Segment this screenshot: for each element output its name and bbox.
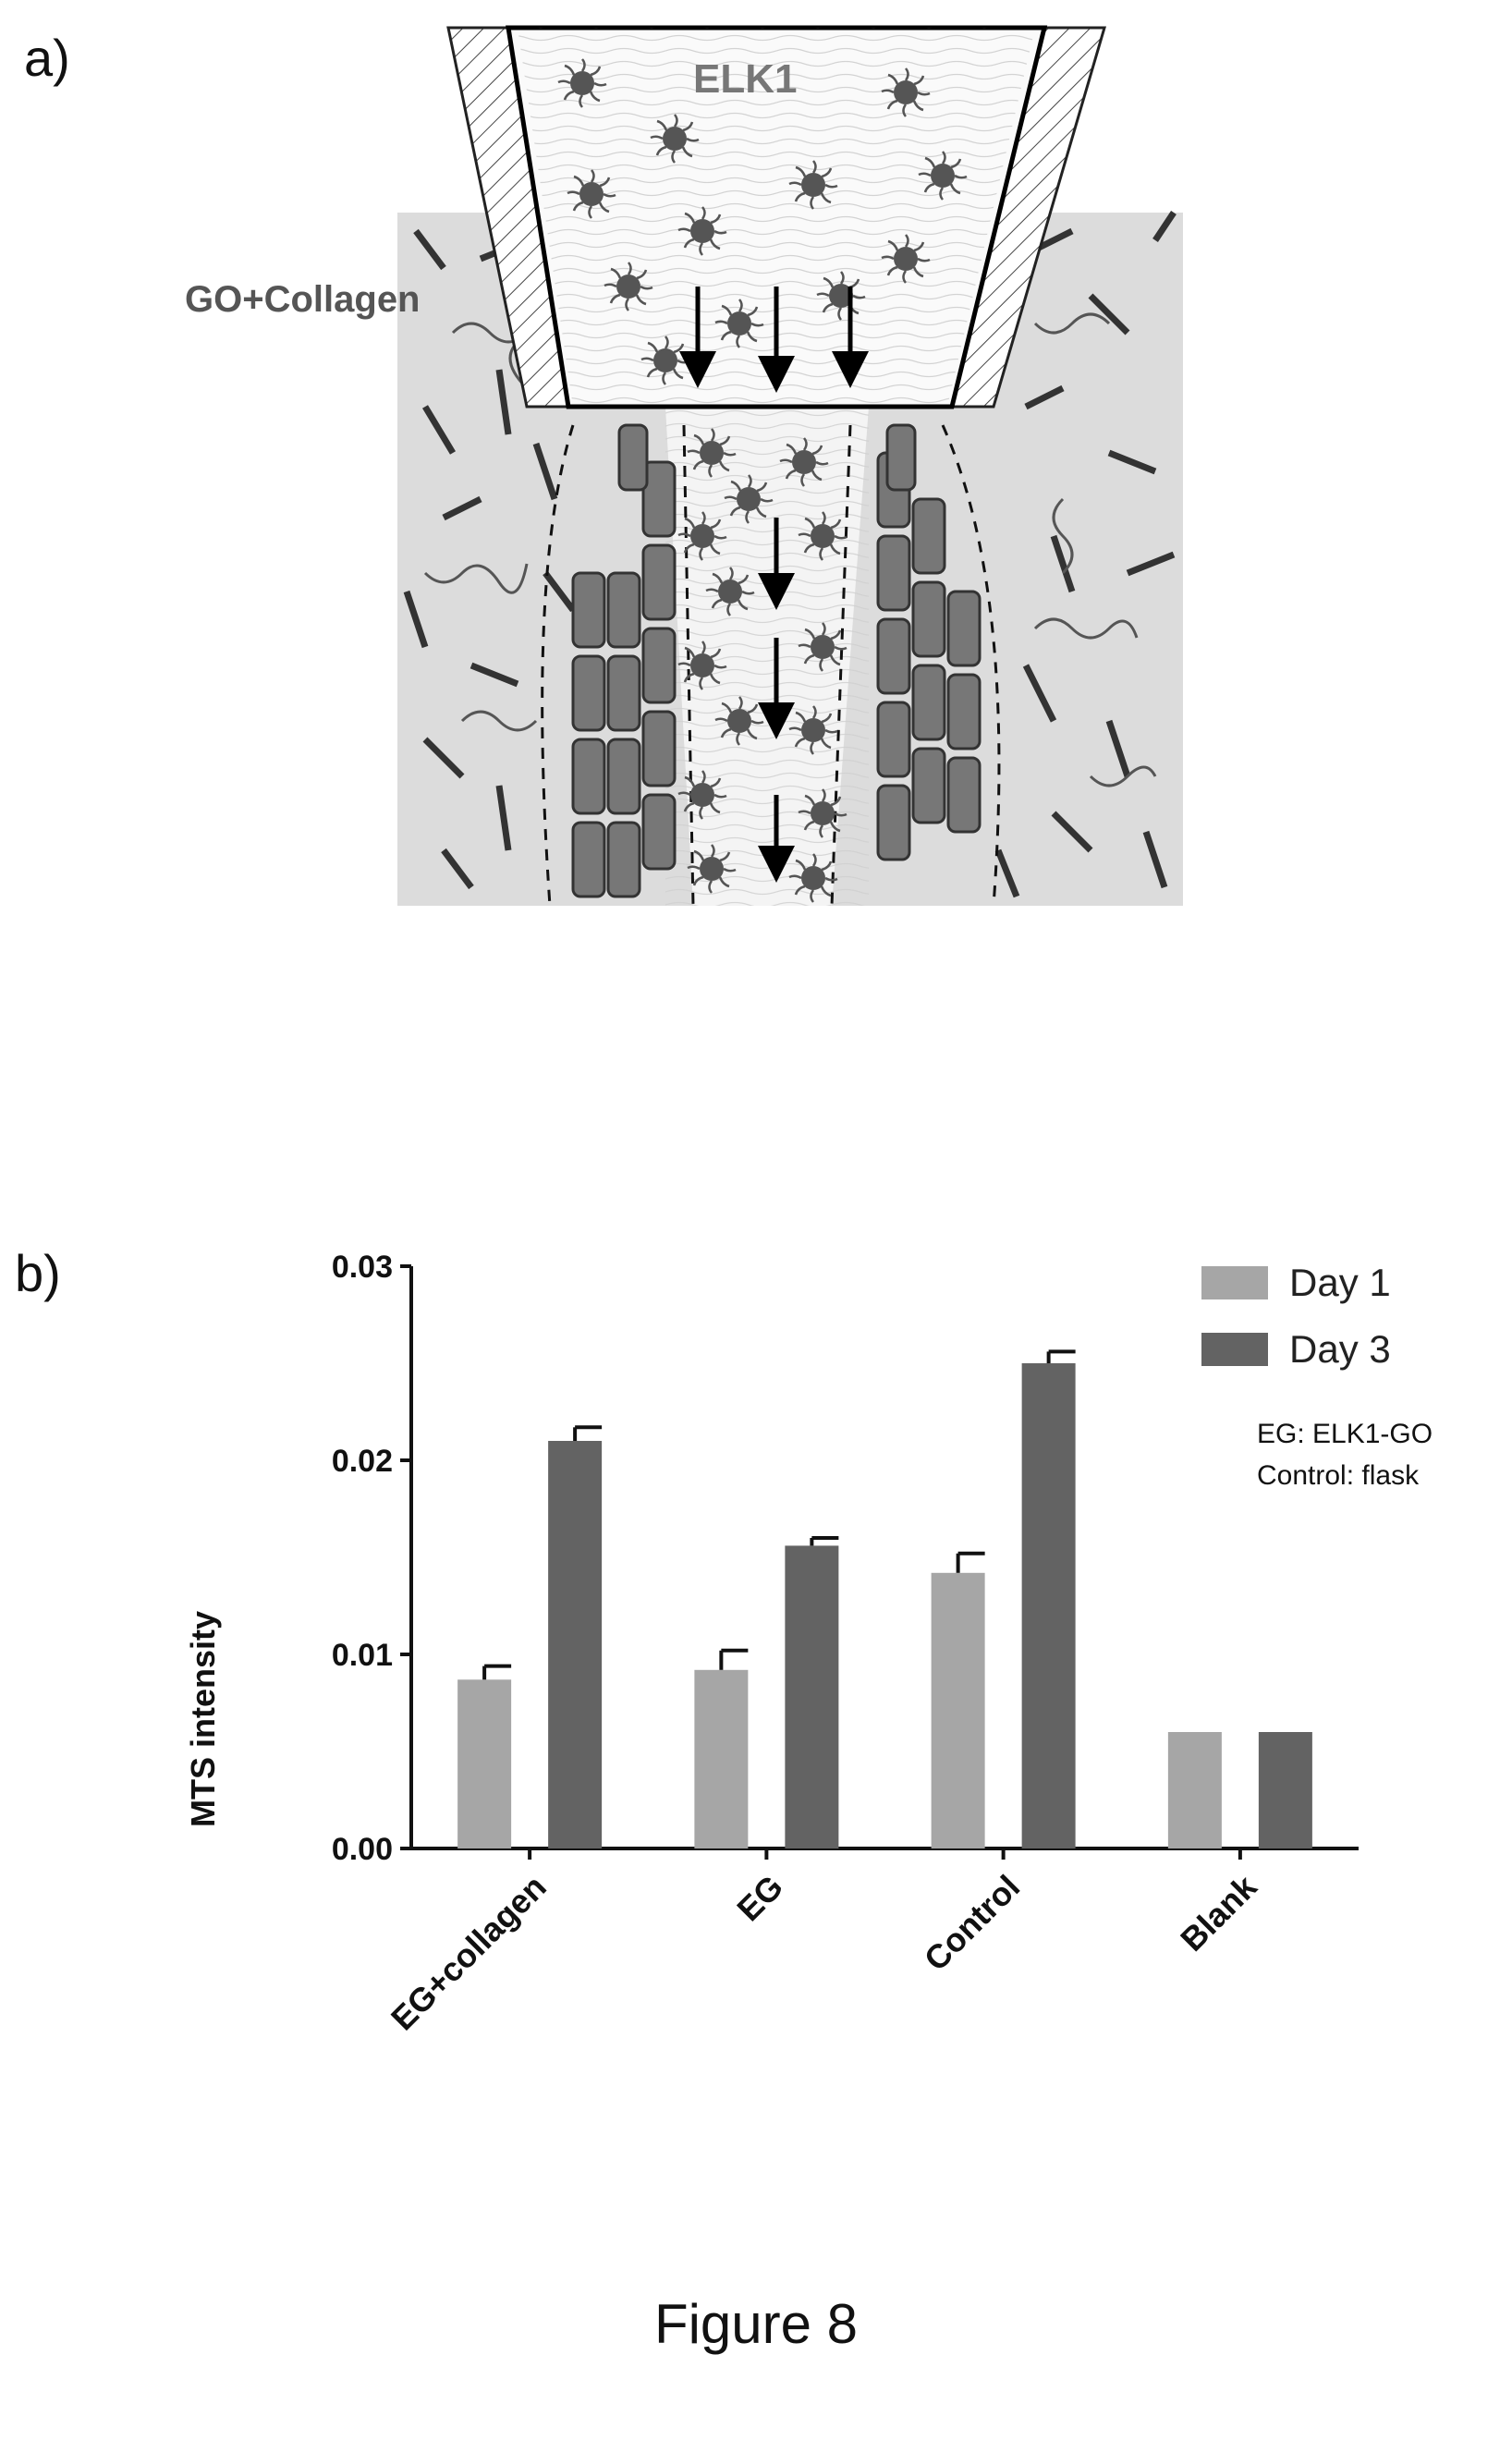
x-tick-label: EG xyxy=(729,1868,790,1929)
go-flakes xyxy=(403,211,1177,898)
bar-day-3 xyxy=(1021,1363,1076,1848)
cell-walls-right xyxy=(876,423,982,861)
schematic-label-elk1: ELK1 xyxy=(693,56,797,102)
legend-label: Day 3 xyxy=(1289,1327,1391,1371)
bar-chart: 0.00 0.01 0.02 0.03 EG+collagen EG Control Blan… xyxy=(184,1250,1391,2038)
bar-day-1 xyxy=(931,1572,985,1848)
bar-day-1 xyxy=(457,1679,512,1848)
y-tick-label: 0.00 xyxy=(332,1832,393,1867)
x-tick-label: Blank xyxy=(1173,1867,1264,1958)
insert-arrows xyxy=(679,287,869,393)
bar-day-3 xyxy=(1258,1732,1312,1848)
x-tick-label: EG+collagen xyxy=(384,1868,554,2038)
bar-day-3 xyxy=(548,1441,603,1848)
legend-swatch xyxy=(1201,1333,1268,1366)
chart-plot-area: 0.00 0.01 0.02 0.03 EG+collagen EG Control Blan… xyxy=(332,1250,1391,2038)
y-tick-label: 0.02 xyxy=(332,1444,393,1479)
chart-ylabel: MTS intensity xyxy=(184,1611,222,1827)
bar-day-1 xyxy=(694,1669,749,1848)
panel-b-label: b) xyxy=(15,1244,61,1302)
panel-a-label: a) xyxy=(24,29,70,87)
cell-walls-left xyxy=(571,423,677,898)
dashed-boundaries xyxy=(541,424,1001,907)
note-control: Control: flask xyxy=(1257,1460,1420,1491)
bar-day-3 xyxy=(785,1545,839,1848)
figure-caption: Figure 8 xyxy=(653,2293,859,2355)
y-tick-label: 0.01 xyxy=(332,1638,393,1673)
note-eg: EG: ELK1-GO xyxy=(1257,1419,1433,1449)
legend-swatch xyxy=(1201,1266,1268,1299)
y-tick-label: 0.03 xyxy=(332,1250,393,1285)
schematic-label-go-collagen: GO+Collagen xyxy=(185,279,421,320)
schematic-illustration: ELK1 xyxy=(397,25,1183,907)
bar-day-1 xyxy=(1167,1732,1222,1848)
x-tick-label: Control xyxy=(917,1868,1027,1978)
legend-label: Day 1 xyxy=(1289,1261,1391,1304)
